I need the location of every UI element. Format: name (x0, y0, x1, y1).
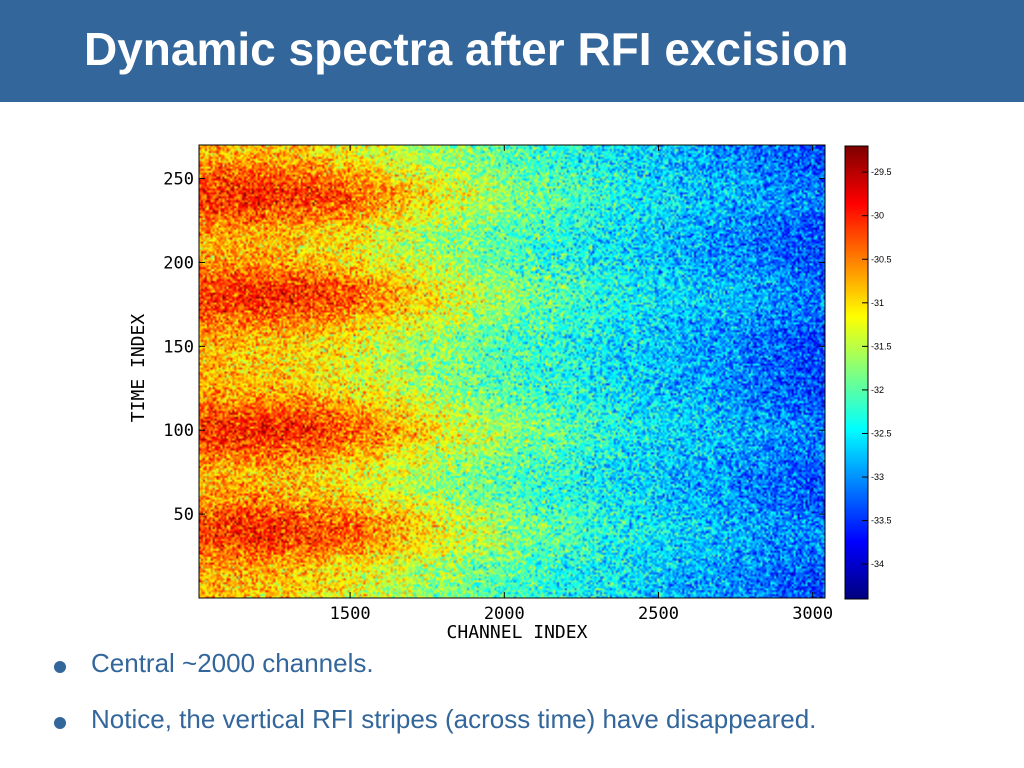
y-tick-label: 250 (163, 170, 194, 190)
colorbar-image (845, 146, 868, 599)
colorbar-tick-label: -31.5 (871, 341, 892, 351)
y-tick-label: 200 (163, 253, 194, 273)
colorbar-tick-label: -29.5 (871, 167, 892, 177)
colorbar-tick-label: -33 (871, 472, 884, 482)
y-tick-label: 50 (174, 505, 194, 525)
colorbar-tick-label: -30 (871, 211, 884, 221)
y-tick-label: 150 (163, 337, 194, 357)
colorbar-tick-label: -32.5 (871, 428, 892, 438)
colorbar-tick-label: -31 (871, 298, 884, 308)
bullet-dot-icon (54, 661, 66, 673)
title-bar (0, 0, 1024, 102)
colorbar-tick-label: -34 (871, 559, 884, 569)
x-tick-label: 2000 (484, 604, 525, 624)
bullet-item: Notice, the vertical RFI stripes (across… (54, 704, 1014, 760)
x-tick-label: 3000 (792, 604, 833, 624)
heatmap-image (199, 145, 825, 598)
x-tick-label: 2500 (638, 604, 679, 624)
x-axis-label: CHANNEL INDEX (447, 622, 588, 643)
colorbar-frame (844, 145, 869, 600)
bullet-item: Central ~2000 channels. (54, 648, 1014, 704)
y-axis-label: TIME INDEX (128, 314, 149, 423)
bullet-text: Notice, the vertical RFI stripes (across… (91, 704, 817, 734)
colorbar-ticks: -29.5 -30 -30.5 -31 -31.5 -32 -32.5 -33 -33.5 -34 (862, 167, 892, 569)
bullet-text: Central ~2000 channels. (91, 648, 374, 678)
colorbar-tick-label: -32 (871, 385, 884, 395)
y-tick-label: 100 (163, 421, 194, 441)
colorbar-tick-label: -30.5 (871, 254, 892, 264)
plot-frame (198, 144, 826, 599)
x-axis-ticks: 1500 2000 2500 3000 (330, 145, 833, 624)
bullet-list: Central ~2000 channels. Notice, the vert… (54, 648, 1014, 760)
slide-title: Dynamic spectra after RFI excision (84, 23, 849, 75)
colorbar-tick-label: -33.5 (871, 516, 892, 526)
y-axis-ticks: 50 100 150 200 250 (163, 170, 825, 525)
bullet-dot-icon (54, 717, 66, 729)
x-tick-label: 1500 (330, 604, 371, 624)
